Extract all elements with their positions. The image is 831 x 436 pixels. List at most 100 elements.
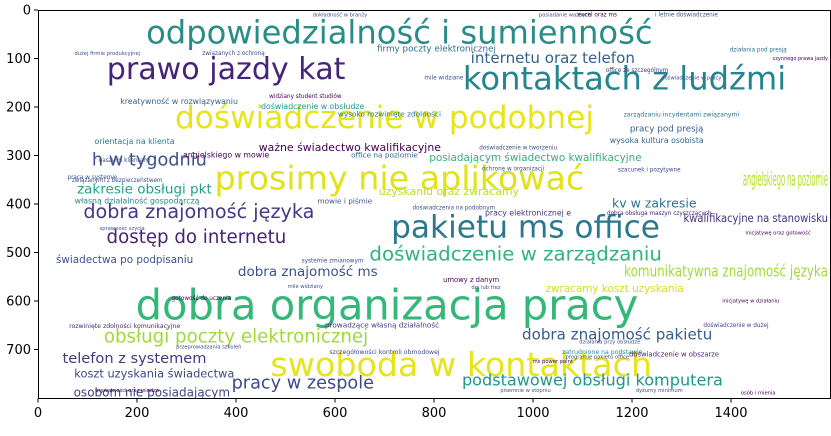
word-26: komunikatywna znajomość języka bbox=[624, 262, 828, 280]
word-64: excel oraz ms bbox=[578, 12, 617, 18]
word-5: h w tygodniu bbox=[92, 150, 207, 170]
word-36: doświadczenie w obsłudze bbox=[261, 102, 364, 111]
word-56: szacunek i pozytywne bbox=[618, 168, 681, 174]
word-18: zakresie obsługi pkt bbox=[77, 181, 212, 197]
word-3: doświadczenie w podobnej bbox=[175, 100, 594, 136]
word-47: związanymi z bezpieczeństwem bbox=[72, 177, 163, 184]
word-39: wysoko rozwinięte zdolności bbox=[338, 109, 441, 118]
word-37: orientacja na klienta bbox=[95, 137, 175, 146]
word-40: mowie i piśmie bbox=[317, 197, 372, 206]
y-tick-label-1: 100 bbox=[6, 52, 31, 67]
x-tick-label-6: 1200 bbox=[615, 406, 648, 421]
word-84: inicjatywę oraz gotowość bbox=[745, 230, 810, 237]
x-tick-label-5: 1000 bbox=[516, 406, 549, 421]
word-75: dni lub frez bbox=[471, 285, 500, 291]
word-20: koszt uzyskania świadectwa bbox=[74, 366, 234, 380]
word-10: dobra organizacja pracy bbox=[136, 280, 639, 329]
word-15: pracy w zespole bbox=[232, 373, 374, 393]
word-50: zatrudnione na podstawie bbox=[562, 349, 643, 356]
word-51: doświadczenie w dużej bbox=[703, 322, 769, 329]
y-tick-label-3: 300 bbox=[6, 149, 31, 164]
word-43: zarządzaniu incydentami związanymi bbox=[624, 111, 740, 118]
word-80: prywatności oraz wiedza bbox=[95, 387, 159, 394]
word-1: prawo jazdy kat bbox=[107, 52, 346, 87]
word-53: systemie zmianowym bbox=[302, 259, 364, 265]
word-62: mile widziane bbox=[424, 75, 464, 81]
word-34: angielskiego w mowie bbox=[183, 151, 269, 160]
word-2: kontaktach z ludźmi bbox=[463, 59, 786, 97]
word-7: pakietu ms office bbox=[391, 209, 660, 245]
word-9: doświadczenie w zarządzaniu bbox=[369, 242, 661, 265]
y-tick-label-0: 0 bbox=[23, 4, 31, 19]
word-13: dobra znajomość pakietu bbox=[522, 325, 712, 343]
word-85: doświadczenie w pracy bbox=[661, 74, 721, 81]
word-17: internetu oraz telefon bbox=[471, 49, 635, 67]
word-31: pracy pod presją bbox=[630, 124, 704, 134]
word-66: programie pakietu office bbox=[565, 354, 629, 360]
word-16: telefon z systemem bbox=[63, 350, 207, 367]
word-27: kv w zakresie bbox=[612, 196, 697, 211]
x-tick-label-2: 400 bbox=[224, 406, 249, 421]
x-tick-label-3: 600 bbox=[323, 406, 348, 421]
word-61: office ze szczególnym bbox=[606, 67, 669, 74]
word-52: gotowość do uczenia bbox=[172, 295, 232, 302]
word-24: angielskiego na poziomie bbox=[743, 169, 828, 190]
word-73: czynnego prawa jazdy bbox=[773, 56, 828, 62]
word-49: doświadczenie w obszarze bbox=[629, 350, 719, 358]
word-32: firmy poczty elektronicznej bbox=[377, 44, 496, 54]
x-tick-label-4: 800 bbox=[422, 406, 447, 421]
y-tick-label-6: 600 bbox=[6, 295, 31, 310]
y-tick-label-2: 200 bbox=[6, 101, 31, 116]
word-38: kreatywność w rozwiązywaniu bbox=[120, 97, 238, 106]
word-77: pisemnie w stopniu bbox=[500, 388, 550, 394]
x-axis: 0 200 400 600 800 1000 1200 1400 bbox=[34, 398, 748, 421]
word-69: naszymi klientami bbox=[99, 158, 151, 164]
word-12: obsługi poczty elektronicznej bbox=[104, 326, 368, 347]
word-8: dostęp do internetu bbox=[107, 227, 287, 248]
word-48: umowy z danym bbox=[443, 276, 499, 284]
word-60: widziany student studiów bbox=[269, 93, 342, 100]
word-59: związanych z ochroną bbox=[202, 51, 265, 57]
word-81: mile widziany bbox=[288, 284, 323, 290]
word-35: office na poziomie bbox=[351, 151, 418, 160]
word-57: ochronę w organizacji bbox=[482, 167, 544, 173]
word-72: posiadanie ważnych bbox=[539, 12, 591, 18]
word-19: dobra znajomość ms bbox=[238, 264, 378, 280]
word-71: dokładność w branży bbox=[313, 11, 368, 18]
word-6: dobra znajomość języka bbox=[83, 200, 314, 223]
word-0: odpowiedzialność i sumienność bbox=[146, 13, 652, 51]
word-63: działania pod presją bbox=[730, 47, 788, 53]
word-79: dyżurny minimum bbox=[636, 388, 683, 394]
word-65: i letnie doświadczenie bbox=[655, 11, 718, 18]
word-83: sprawność szycia bbox=[100, 225, 145, 232]
word-30: świadectwa po podpisaniu bbox=[56, 254, 193, 266]
word-25: kwalifikacyjne na stanowisku bbox=[684, 211, 829, 225]
word-82: przeprowadzania szkoleń bbox=[176, 344, 241, 351]
word-21: osobom nie posiadającym bbox=[74, 386, 230, 400]
word-14: podstawowej obsługi komputera bbox=[462, 371, 723, 390]
word-23: posiadającym świadectwo kwalifikacyjne bbox=[429, 152, 641, 164]
word-11: swoboda w kontaktach bbox=[270, 345, 652, 384]
word-67: ms power point bbox=[533, 359, 573, 365]
word-74: praca w systemie bbox=[67, 175, 117, 181]
word-42: wysoka kultura osobista bbox=[610, 136, 704, 145]
word-70: dużej firmie produkcyjnej bbox=[75, 51, 141, 57]
y-tick-label-7: 700 bbox=[6, 343, 31, 358]
word-45: szczegółowości kontroli obmodowej bbox=[329, 348, 440, 356]
word-41: pracy elektronicznej e bbox=[485, 209, 571, 218]
word-78: osób i mienia bbox=[741, 390, 776, 397]
plot-area bbox=[38, 10, 830, 398]
word-44: prowadzące własną działalność bbox=[325, 320, 439, 329]
word-68: działania przy obsłudze bbox=[579, 340, 640, 346]
word-4: prosimy nie aplikować bbox=[215, 158, 585, 197]
word-55: dobra obsługa maszyn czyszczących bbox=[607, 211, 712, 217]
y-tick-label-4: 400 bbox=[6, 198, 31, 213]
word-46: rozwinięte zdolności komunikacyjne bbox=[69, 322, 180, 330]
word-54: doświadczenia na podobnym bbox=[412, 204, 495, 211]
y-tick-label-5: 500 bbox=[6, 246, 31, 261]
word-76: inicjatywę w działaniu bbox=[722, 299, 779, 305]
x-tick-label-0: 0 bbox=[34, 406, 42, 421]
word-33: własną działalność gospodarczą bbox=[75, 197, 200, 206]
